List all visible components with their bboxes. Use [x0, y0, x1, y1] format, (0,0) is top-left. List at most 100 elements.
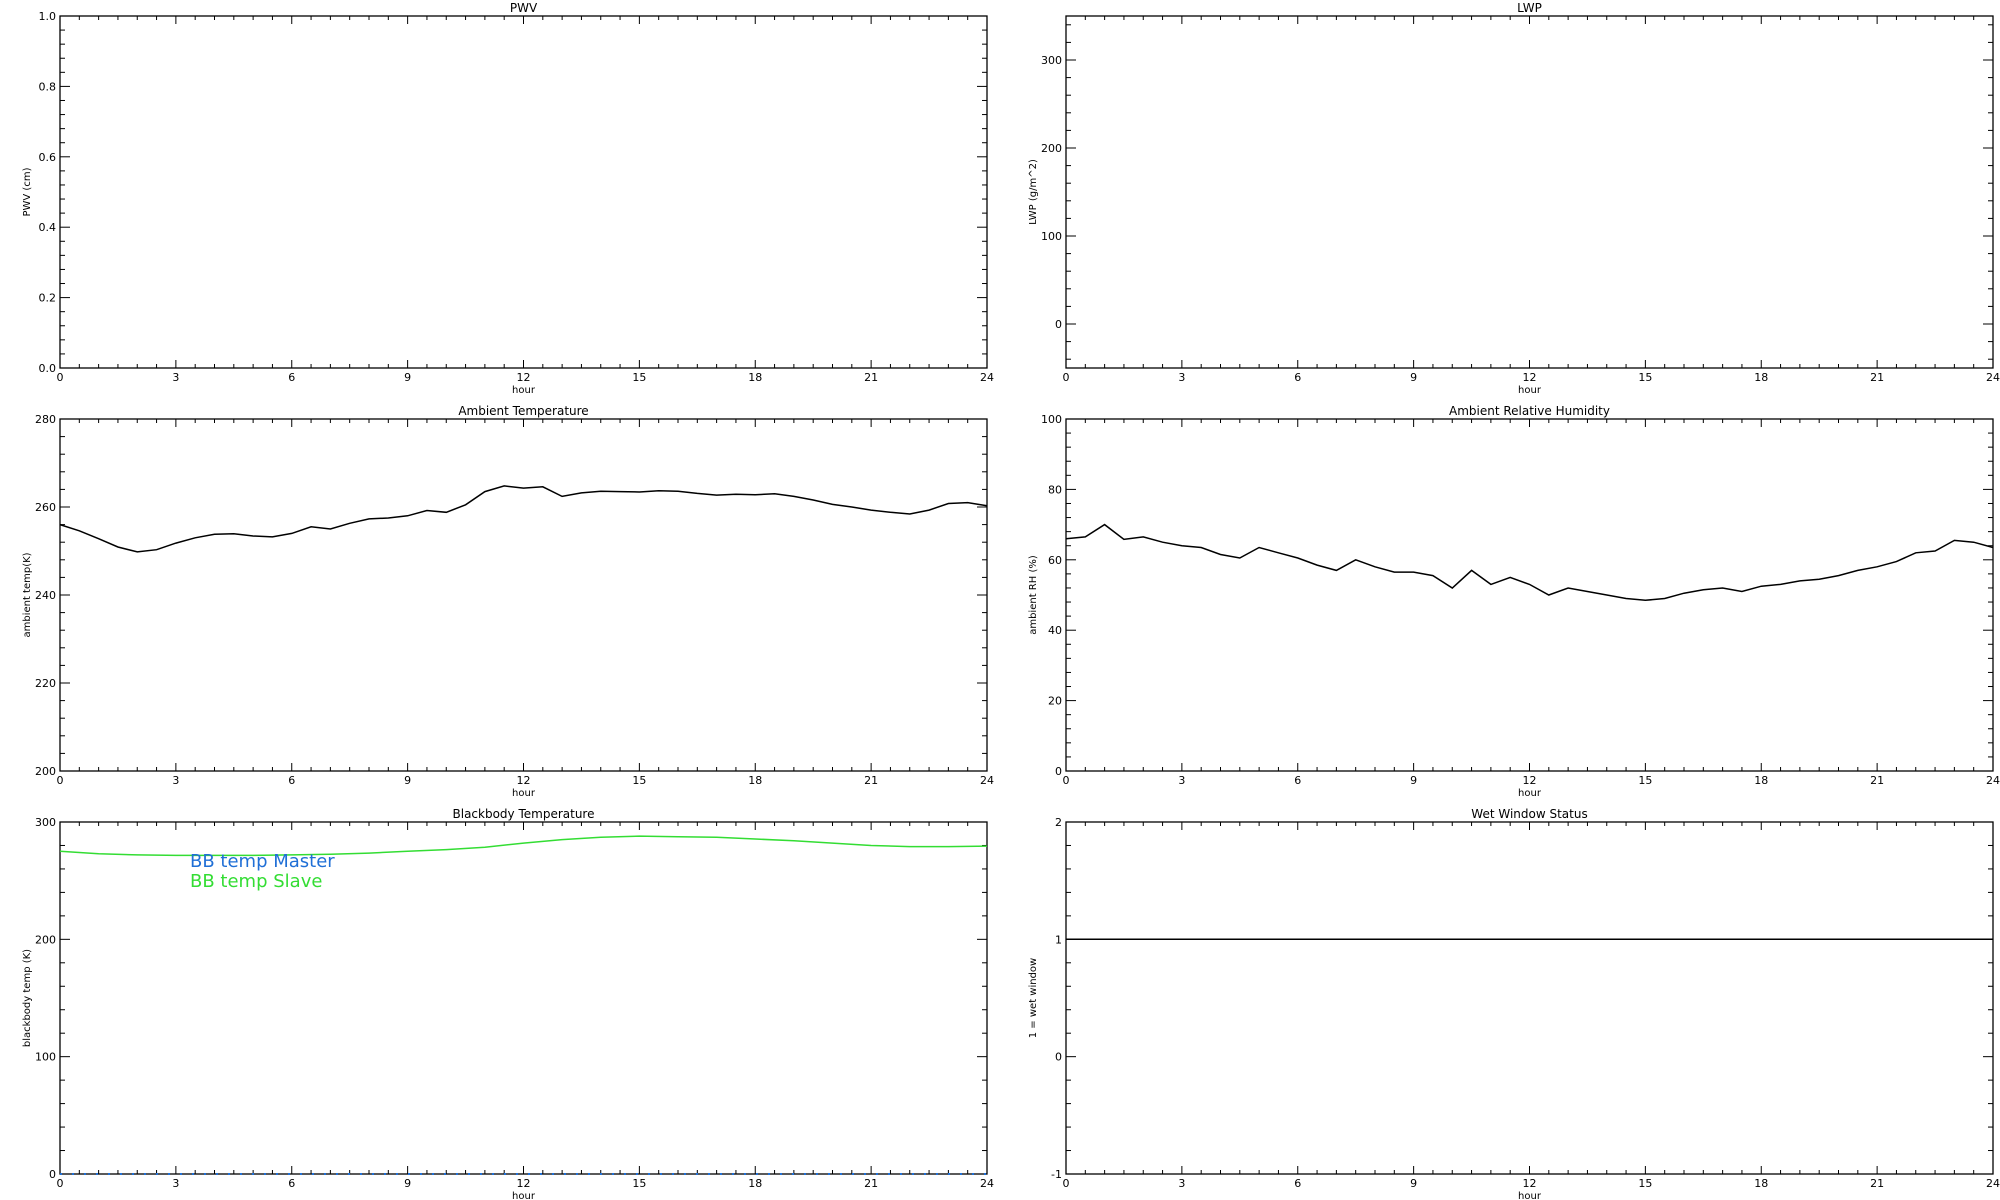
y-tick-label: 60	[1048, 554, 1062, 567]
x-tick-label: 3	[1178, 371, 1185, 384]
legend-entry: BB temp Master	[190, 851, 335, 872]
x-tick-label: 18	[1754, 774, 1768, 787]
y-tick-label: 200	[1041, 142, 1062, 155]
y-tick-label: 260	[35, 501, 56, 514]
y-tick-label: 0.2	[39, 292, 57, 305]
plot-frame	[1065, 821, 1994, 1175]
x-tick-label: 3	[172, 774, 179, 787]
y-tick-label: 100	[35, 1051, 56, 1064]
plot-frame	[59, 418, 988, 772]
y-tick-label: 0	[49, 1168, 56, 1181]
y-axis-label: LWP (g/m^2)	[1028, 159, 1039, 225]
y-tick-label: 40	[1048, 624, 1062, 637]
ambient-relative-humidity-panel: Ambient Relative Humidity hour ambient RH …	[1028, 404, 2000, 799]
x-axis-label: hour	[512, 788, 536, 799]
chart-title: PWV	[510, 1, 538, 15]
x-tick-label: 9	[404, 1177, 411, 1190]
series-line	[1065, 523, 1994, 602]
x-tick-label: 24	[980, 774, 994, 787]
y-tick-label: 2	[1055, 816, 1062, 829]
legend-entry: BB temp Slave	[190, 871, 322, 892]
y-tick-label: 0.6	[39, 151, 57, 164]
x-tick-label: 0	[1063, 371, 1070, 384]
x-axis-label: hour	[512, 1191, 536, 1200]
x-tick-label: 3	[1178, 1177, 1185, 1190]
x-axis-label: hour	[1518, 1191, 1542, 1200]
x-tick-label: 24	[1986, 774, 2000, 787]
y-tick-label: 1.0	[39, 10, 57, 23]
wet-window-status-panel: Wet Window Status hour 1 = wet window 0 3 6 9 1…	[1028, 807, 2000, 1200]
x-tick-label: 18	[748, 774, 762, 787]
chart-title: Ambient Temperature	[458, 404, 588, 418]
y-tick-label: 200	[35, 933, 56, 946]
y-tick-label: 20	[1048, 695, 1062, 708]
x-tick-label: 15	[1638, 774, 1652, 787]
x-tick-label: 9	[404, 774, 411, 787]
x-tick-label: 0	[57, 1177, 64, 1190]
y-tick-label: 240	[35, 589, 56, 602]
x-tick-label: 0	[57, 371, 64, 384]
x-tick-label: 12	[517, 1177, 531, 1190]
x-tick-label: 18	[748, 1177, 762, 1190]
lwp-panel: LWP hour LWP (g/m^2) 0 3 6 9 12 15 18 21 24 0 100 200 3…	[1028, 1, 2000, 396]
x-tick-label: 18	[1754, 1177, 1768, 1190]
series-line	[59, 485, 988, 553]
y-axis-label: 1 = wet window	[1028, 958, 1039, 1038]
y-axis-label: ambient temp(K)	[22, 552, 33, 637]
x-tick-label: 21	[1870, 1177, 1884, 1190]
x-tick-label: 12	[517, 774, 531, 787]
x-tick-label: 18	[748, 371, 762, 384]
x-tick-label: 21	[864, 1177, 878, 1190]
x-tick-label: 24	[980, 371, 994, 384]
series-bb-temp-slave	[59, 835, 988, 857]
x-tick-label: 15	[1638, 371, 1652, 384]
x-tick-label: 3	[1178, 774, 1185, 787]
x-tick-label: 15	[1638, 1177, 1652, 1190]
y-tick-label: 300	[35, 816, 56, 829]
chart-title: Blackbody Temperature	[453, 807, 595, 821]
x-axis-label: hour	[1518, 788, 1542, 799]
x-tick-label: 12	[517, 371, 531, 384]
y-tick-label: 80	[1048, 483, 1062, 496]
y-tick-label: -1	[1051, 1168, 1062, 1181]
plot-frame	[1065, 15, 1994, 369]
x-tick-label: 24	[1986, 371, 2000, 384]
x-axis-label: hour	[512, 385, 536, 396]
x-tick-label: 18	[1754, 371, 1768, 384]
y-axis-label: PWV (cm)	[22, 167, 33, 216]
x-tick-label: 0	[57, 774, 64, 787]
x-tick-label: 15	[632, 1177, 646, 1190]
y-tick-label: 0.4	[39, 221, 57, 234]
y-tick-label: 100	[1041, 413, 1062, 426]
pwv-panel: PWV hour PWV (cm) 0 3 6 9 12 15 18 21 24 0.0 0.2 0.4 0.…	[22, 1, 994, 396]
x-tick-label: 21	[1870, 774, 1884, 787]
y-tick-label: 0	[1055, 318, 1062, 331]
x-tick-label: 0	[1063, 774, 1070, 787]
x-tick-label: 9	[1410, 371, 1417, 384]
x-tick-label: 21	[864, 371, 878, 384]
y-tick-label: 280	[35, 413, 56, 426]
chart-title: Ambient Relative Humidity	[1449, 404, 1610, 418]
x-tick-label: 21	[864, 774, 878, 787]
plot-frame	[59, 15, 988, 369]
y-tick-label: 0.0	[39, 362, 57, 375]
x-tick-label: 6	[1294, 774, 1301, 787]
plot-frame	[1065, 418, 1994, 772]
x-tick-label: 24	[980, 1177, 994, 1190]
x-tick-label: 12	[1523, 371, 1537, 384]
x-tick-label: 15	[632, 774, 646, 787]
y-axis-label: blackbody temp (K)	[22, 949, 33, 1047]
x-tick-label: 3	[172, 371, 179, 384]
blackbody-temperature-panel: Blackbody Temperature hour blackbody temp …	[22, 807, 994, 1200]
chart-title: Wet Window Status	[1471, 807, 1587, 821]
x-tick-label: 6	[288, 774, 295, 787]
x-tick-label: 21	[1870, 371, 1884, 384]
y-tick-label: 0	[1055, 1051, 1062, 1064]
x-tick-label: 12	[1523, 774, 1537, 787]
x-tick-label: 9	[1410, 1177, 1417, 1190]
x-tick-label: 6	[288, 1177, 295, 1190]
y-tick-label: 0.8	[39, 80, 57, 93]
y-tick-label: 300	[1041, 54, 1062, 67]
x-tick-label: 12	[1523, 1177, 1537, 1190]
